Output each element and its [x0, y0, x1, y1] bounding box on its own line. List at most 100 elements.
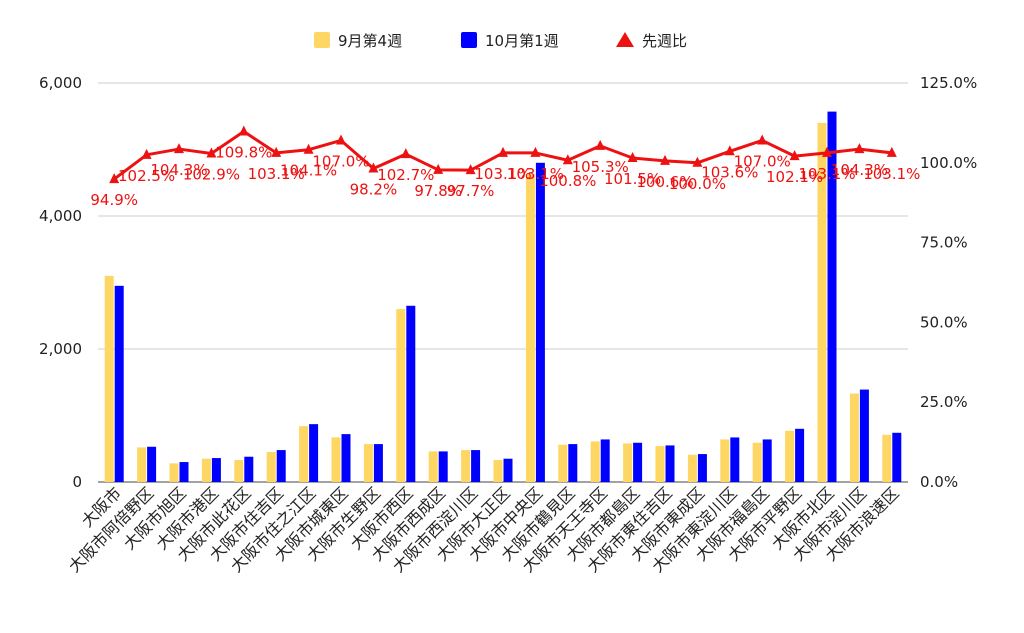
bar-series-1	[827, 111, 837, 482]
bar-series-1	[633, 442, 643, 482]
ratio-marker	[757, 134, 768, 145]
ratio-data-label: 97.7%	[447, 182, 495, 200]
bar-series-0	[558, 444, 568, 482]
ratio-data-label: 107.0%	[734, 152, 791, 170]
right-tick-label: 75.0%	[920, 234, 968, 252]
bar-series-1	[503, 458, 513, 482]
bar-series-0	[461, 450, 471, 482]
ratio-marker	[886, 146, 897, 157]
bar-series-1	[276, 450, 286, 482]
gridlines	[98, 82, 908, 483]
legend-label-series-0: 9月第4週	[338, 32, 402, 50]
ratio-data-label: 103.1%	[474, 165, 531, 183]
bar-series-0	[234, 460, 244, 482]
ratio-marker	[303, 143, 314, 154]
ratio-data-label: 105.3%	[572, 158, 629, 176]
left-tick-label: 0	[72, 473, 82, 491]
ratio-marker	[822, 146, 832, 157]
ratio-marker	[627, 152, 638, 163]
bar-series-0	[882, 434, 892, 482]
ratio-data-label: 94.9%	[90, 191, 138, 209]
ratio-data-label: 100.6%	[636, 173, 693, 191]
ratio-marker	[530, 146, 541, 157]
ratio-line	[109, 125, 897, 184]
bar-series-0	[720, 439, 730, 482]
ratio-marker	[562, 154, 573, 165]
bar-series-1	[892, 432, 902, 482]
bar-series-1	[147, 446, 157, 482]
bar-series-0	[817, 122, 827, 483]
bar-series-0	[687, 454, 697, 482]
ratio-data-label: 100.8%	[539, 172, 596, 190]
right-tick-label: 125.0%	[920, 74, 977, 92]
ratio-data-label: 104.1%	[280, 162, 337, 180]
ratio-marker	[400, 148, 411, 159]
ratio-marker	[238, 125, 249, 136]
right-tick-label: 0.0%	[920, 473, 958, 491]
ratio-marker	[174, 143, 184, 154]
ratio-data-label: 103.1%	[248, 165, 305, 183]
ratio-data-label: 98.2%	[350, 181, 398, 199]
bar-series-1	[859, 389, 869, 482]
bar-series-0	[525, 174, 535, 483]
bar-series-1	[309, 424, 319, 482]
ratio-marker	[336, 134, 346, 145]
bar-series-0	[785, 430, 795, 482]
bar-series-1	[211, 458, 221, 482]
ratio-data-label: 103.1%	[798, 165, 855, 183]
left-tick-label: 2,000	[39, 340, 82, 358]
bar-series-1	[795, 428, 805, 482]
right-tick-label: 25.0%	[920, 393, 968, 411]
bar-series-0	[849, 393, 859, 482]
legend-triangle-series-2	[616, 32, 634, 47]
bar-series-1	[373, 444, 383, 482]
ratio-marker	[660, 154, 670, 165]
category-labels: 大阪市大阪市阿倍野区大阪市旭区大阪市港区大阪市此花区大阪市住吉区大阪市住之江区大…	[65, 483, 903, 576]
bar-series-0	[655, 446, 665, 482]
legend-swatch-series-0	[314, 32, 330, 48]
legend-label-series-2: 先週比	[642, 32, 687, 50]
ratio-marker	[109, 173, 120, 184]
bar-series-1	[244, 456, 254, 482]
bar-series-1	[114, 285, 124, 482]
bar-series-1	[341, 434, 351, 482]
bar-series-0	[493, 460, 503, 482]
bar-series-0	[396, 309, 406, 482]
ratio-marker	[271, 146, 282, 157]
bar-series-1	[697, 454, 707, 482]
bar-series-0	[428, 451, 438, 482]
bars	[104, 111, 902, 483]
ratio-data-label: 102.1%	[766, 168, 823, 186]
ratio-data-label: 102.9%	[183, 166, 240, 184]
ratio-data-label: 101.5%	[604, 170, 661, 188]
bar-series-0	[363, 444, 373, 482]
ratio-marker	[854, 143, 865, 154]
ratio-marker	[465, 164, 476, 175]
bar-series-1	[438, 451, 448, 482]
bar-series-1	[535, 162, 545, 483]
left-axis-ticks: 0 2,000 4,000 6,000	[39, 74, 82, 491]
bar-series-0	[104, 275, 114, 482]
bar-series-0	[331, 437, 341, 482]
ratio-data-label: 103.1%	[507, 165, 564, 183]
ratio-data-label: 102.5%	[118, 167, 175, 185]
right-tick-label: 50.0%	[920, 313, 968, 331]
bar-series-0	[752, 442, 762, 482]
ratio-marker	[595, 139, 606, 150]
ratio-marker	[141, 148, 152, 159]
bar-series-0	[590, 441, 600, 482]
ratio-marker	[206, 147, 217, 158]
right-tick-label: 100.0%	[920, 154, 977, 172]
ratio-marker	[789, 150, 800, 161]
right-axis-ticks: 0.0% 25.0% 50.0% 75.0% 100.0% 125.0%	[920, 74, 977, 491]
bar-series-1	[730, 437, 740, 482]
ratio-data-label: 97.8%	[414, 182, 462, 200]
bar-series-1	[762, 439, 772, 482]
legend-swatch-series-1	[461, 32, 477, 48]
bar-series-1	[665, 445, 675, 482]
bar-series-1	[600, 439, 610, 482]
bar-series-1	[179, 462, 189, 482]
ratio-data-label: 104.3%	[150, 161, 207, 179]
bar-series-1	[568, 444, 578, 482]
